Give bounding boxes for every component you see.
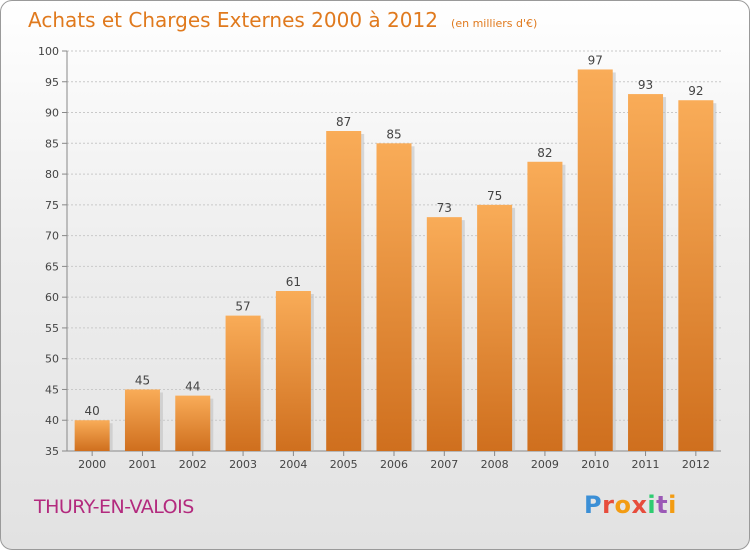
x-tick-label: 2009 xyxy=(531,458,559,471)
x-tick-label: 2006 xyxy=(380,458,408,471)
x-tick-label: 2002 xyxy=(179,458,207,471)
value-label: 57 xyxy=(235,300,250,314)
y-tick-label: 35 xyxy=(45,445,59,458)
y-tick-label: 80 xyxy=(45,168,59,181)
x-tick-label: 2003 xyxy=(229,458,257,471)
x-tick-label: 2010 xyxy=(581,458,609,471)
y-tick-label: 70 xyxy=(45,230,59,243)
y-tick-label: 75 xyxy=(45,199,59,212)
x-tick-label: 2008 xyxy=(481,458,509,471)
value-label: 61 xyxy=(286,275,301,289)
x-tick-label: 2007 xyxy=(430,458,458,471)
value-label: 93 xyxy=(638,78,653,92)
value-label: 87 xyxy=(336,115,351,129)
value-label: 97 xyxy=(588,53,603,67)
bar-2005[interactable] xyxy=(326,131,362,451)
labels: 35 40 45 50 55 60 65 70 75 80 85 90 95 100 40 2000 45 200… xyxy=(38,45,710,471)
chart-unit: (en milliers d'€) xyxy=(451,17,538,30)
x-tick-label: 2005 xyxy=(330,458,358,471)
title-row: Achats et Charges Externes 2000 à 2012 (… xyxy=(28,8,537,32)
y-tick-label: 50 xyxy=(45,353,59,366)
bar-2011[interactable] xyxy=(628,94,664,452)
bar-2000[interactable] xyxy=(74,420,110,451)
value-label: 82 xyxy=(537,146,552,160)
x-tick-label: 2000 xyxy=(78,458,106,471)
x-tick-label: 2011 xyxy=(632,458,660,471)
value-label: 40 xyxy=(85,404,100,418)
value-label: 45 xyxy=(135,373,150,387)
proxiti-logo[interactable]: Proxiti xyxy=(584,491,677,519)
bar-2009[interactable] xyxy=(527,161,563,451)
bar-2012[interactable] xyxy=(678,100,714,451)
x-tick-label: 2012 xyxy=(682,458,710,471)
value-label: 92 xyxy=(688,84,703,98)
bar-2010[interactable] xyxy=(577,69,613,451)
y-tick-label: 45 xyxy=(45,383,59,396)
x-tick-label: 2004 xyxy=(279,458,307,471)
bar-2007[interactable] xyxy=(426,217,462,451)
y-tick-label: 90 xyxy=(45,107,59,120)
bar-2001[interactable] xyxy=(124,389,160,451)
y-tick-label: 95 xyxy=(45,76,59,89)
bars xyxy=(74,69,717,452)
y-tick-label: 40 xyxy=(45,414,59,427)
y-tick-label: 60 xyxy=(45,291,59,304)
value-label: 73 xyxy=(437,201,452,215)
value-label: 44 xyxy=(185,380,200,394)
bar-2002[interactable] xyxy=(175,395,211,451)
y-tick-label: 55 xyxy=(45,322,59,335)
value-label: 85 xyxy=(386,127,401,141)
bar-2004[interactable] xyxy=(275,291,311,451)
town-name: THURY-EN-VALOIS xyxy=(34,496,194,518)
x-tick-label: 2001 xyxy=(128,458,156,471)
y-tick-label: 65 xyxy=(45,260,59,273)
value-label: 75 xyxy=(487,189,502,203)
y-tick-label: 85 xyxy=(45,137,59,150)
bar-2006[interactable] xyxy=(376,143,412,452)
y-tick-label: 100 xyxy=(38,45,59,58)
chart-title: Achats et Charges Externes 2000 à 2012 xyxy=(28,8,438,32)
bar-2003[interactable] xyxy=(225,315,261,451)
bar-2008[interactable] xyxy=(477,204,513,451)
